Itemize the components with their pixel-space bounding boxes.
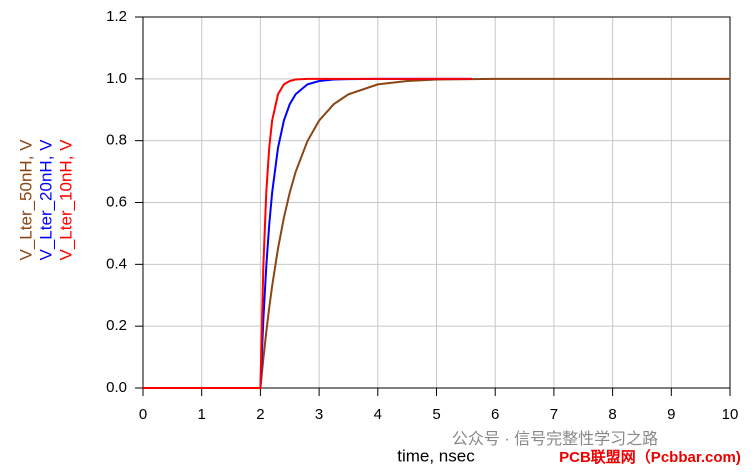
watermark: 公众号 · 信号完整性学习之路: [452, 430, 658, 448]
x-tick-label: 9: [667, 406, 675, 423]
y-tick-label: 0.2: [106, 317, 127, 334]
x-tick-label: 3: [315, 406, 323, 423]
plot-frame: [142, 16, 731, 389]
x-tick-label: 10: [722, 406, 739, 423]
x-tick-label: 5: [432, 406, 440, 423]
y-tick-label: 0.0: [106, 379, 127, 396]
y-tick-label: 1.2: [106, 8, 127, 25]
y-tick-label: 1.0: [106, 70, 127, 87]
y-tick-label: 0.8: [106, 132, 127, 149]
series-line: [143, 77, 472, 389]
x-tick-label: 0: [139, 406, 147, 423]
x-tick-label: 2: [256, 406, 264, 423]
legend-label: V_Lter_10nH, V: [56, 139, 75, 261]
y-tick-label: 0.6: [106, 193, 127, 210]
series-line: [143, 77, 730, 389]
series-line: [143, 77, 472, 389]
legend-label: V_Lter_20nH, V: [36, 139, 55, 261]
x-axis-label: time, nsec: [397, 446, 475, 465]
x-tick-label: 4: [374, 406, 382, 423]
x-tick-label: 7: [550, 406, 558, 423]
x-tick-label: 1: [198, 406, 206, 423]
x-tick-label: 8: [608, 406, 616, 423]
y-tick-label: 0.4: [106, 255, 127, 272]
watermark: PCB联盟网（Pcbbar.com): [559, 448, 741, 466]
x-tick-label: 6: [491, 406, 499, 423]
legend-label: V_Lter_50nH, V: [16, 139, 35, 261]
